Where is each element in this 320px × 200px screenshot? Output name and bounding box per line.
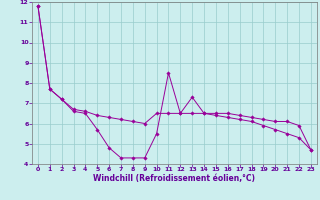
X-axis label: Windchill (Refroidissement éolien,°C): Windchill (Refroidissement éolien,°C) bbox=[93, 174, 255, 183]
